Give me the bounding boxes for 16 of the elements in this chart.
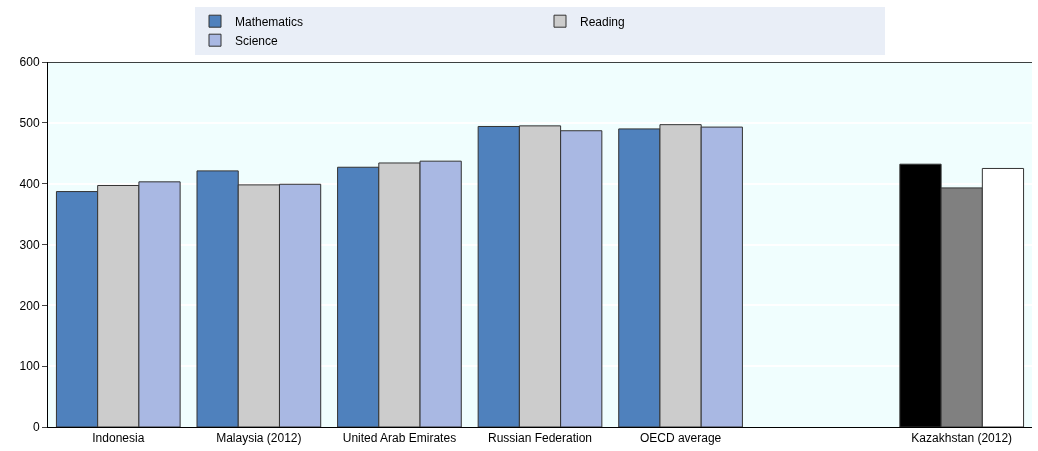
x-tick-label: Malaysia (2012) [216, 431, 302, 446]
legend-label: Science [235, 33, 279, 48]
x-tick-label: United Arab Emirates [342, 431, 457, 446]
legend-label: Reading [580, 14, 625, 29]
x-tick-label: Russian Federation [487, 431, 593, 446]
y-tick-label: 400 [19, 176, 40, 191]
y-tick-label: 300 [19, 237, 40, 252]
y-tick-label: 100 [19, 359, 40, 374]
y-tick-label: 500 [19, 116, 40, 131]
y-tick-label: 0 [32, 420, 40, 435]
y-tick-label: 600 [19, 55, 40, 70]
x-tick-label: Indonesia [92, 431, 145, 446]
legend-label: Mathematics [235, 14, 304, 29]
x-tick-label: Kazakhstan (2012) [911, 431, 1013, 446]
y-tick-label: 200 [19, 298, 40, 313]
x-tick-label: OECD average [639, 431, 722, 446]
